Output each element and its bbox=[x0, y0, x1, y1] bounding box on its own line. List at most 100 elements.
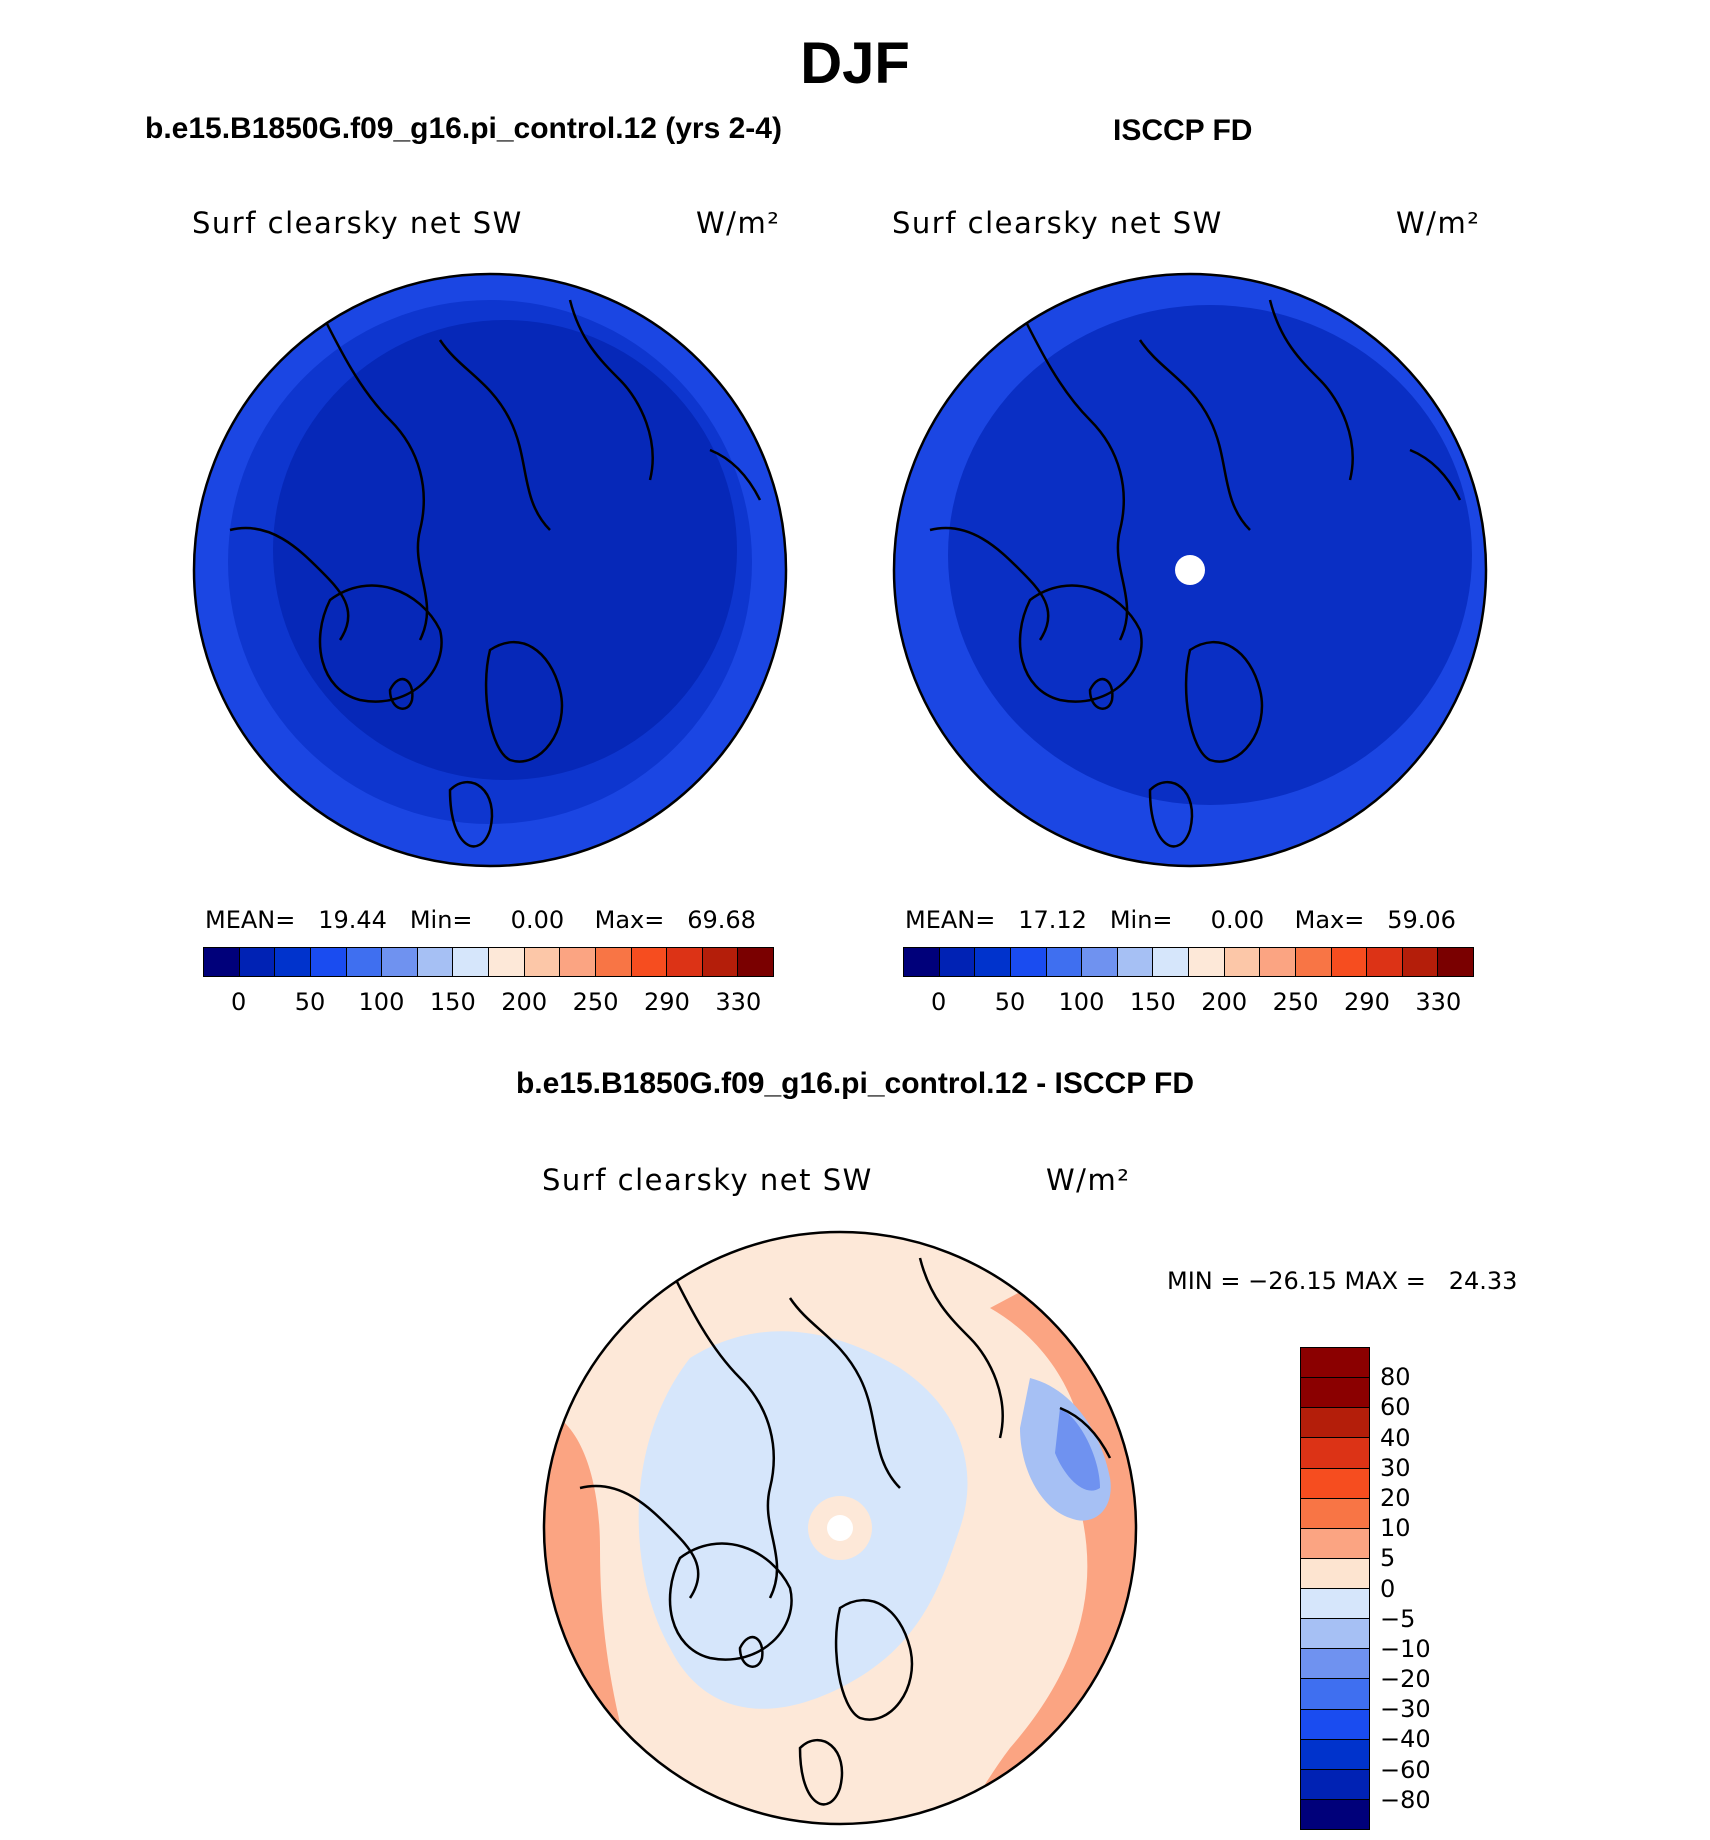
colorbar-swatch bbox=[1260, 948, 1296, 976]
diff-colorbar-labels: 80 60 40 30 20 10 5 0 −5 −10 −20 −30 −40 −60 −80 bbox=[1380, 1347, 1470, 1830]
colorbar-tick-label: −60 bbox=[1380, 1755, 1431, 1784]
colorbar-swatch bbox=[1301, 1589, 1369, 1620]
colorbar-swatch bbox=[1301, 1558, 1369, 1589]
obs-units-label: W/m² bbox=[1396, 206, 1481, 240]
colorbar-swatch bbox=[239, 948, 276, 976]
colorbar-tick-label: −80 bbox=[1380, 1785, 1431, 1814]
colorbar-swatch bbox=[489, 948, 525, 976]
colorbar-tick-label: −40 bbox=[1380, 1725, 1431, 1754]
colorbar-swatch bbox=[1301, 1408, 1369, 1439]
colorbar-swatch bbox=[1402, 948, 1439, 976]
colorbar-tick-label: 0 bbox=[231, 988, 247, 1016]
colorbar-tick-label: 150 bbox=[429, 988, 476, 1016]
obs-polar-map bbox=[892, 272, 1488, 868]
colorbar-swatch bbox=[1301, 1679, 1369, 1710]
colorbar-swatch bbox=[560, 948, 596, 976]
colorbar-swatch bbox=[1367, 948, 1403, 976]
colorbar-swatch bbox=[702, 948, 739, 976]
colorbar-swatch bbox=[1301, 1438, 1369, 1469]
obs-stats: MEAN= 17.12 Min= 0.00 Max= 59.06 bbox=[905, 906, 1456, 934]
colorbar-swatch bbox=[1301, 1739, 1369, 1770]
colorbar-tick-label: −30 bbox=[1380, 1695, 1431, 1724]
colorbar-swatch bbox=[1301, 1468, 1369, 1499]
coastlines bbox=[229, 299, 762, 848]
colorbar-swatch bbox=[1046, 948, 1083, 976]
colorbar-swatch bbox=[1301, 1649, 1369, 1680]
colorbar-tick-label: −20 bbox=[1380, 1665, 1431, 1694]
colorbar-swatch bbox=[975, 948, 1011, 976]
colorbar-tick-label: 20 bbox=[1380, 1483, 1411, 1512]
colorbar-swatch bbox=[524, 948, 561, 976]
colorbar-swatch bbox=[1331, 948, 1368, 976]
colorbar-swatch bbox=[595, 948, 632, 976]
colorbar-swatch bbox=[1189, 948, 1225, 976]
season-title: DJF bbox=[800, 31, 910, 96]
colorbar-tick-label: 10 bbox=[1380, 1514, 1411, 1543]
colorbar-tick-label: 290 bbox=[1344, 988, 1390, 1016]
obs-variable-label: Surf clearsky net SW bbox=[892, 206, 1223, 240]
colorbar-tick-label: 50 bbox=[994, 988, 1026, 1016]
colorbar-tick-label: 250 bbox=[572, 988, 619, 1016]
colorbar-tick-label: 60 bbox=[1380, 1393, 1411, 1422]
obs-colorbar bbox=[903, 947, 1474, 977]
obs-colorbar-labels: 0 50 100 150 200 250 290 330 bbox=[903, 988, 1474, 1018]
colorbar-swatch bbox=[939, 948, 976, 976]
colorbar-tick-label: 50 bbox=[294, 988, 326, 1016]
obs-case-title: ISCCP FD bbox=[1113, 114, 1253, 147]
colorbar-swatch bbox=[204, 948, 240, 976]
colorbar-tick-label: 330 bbox=[1415, 988, 1462, 1016]
colorbar-tick-label: 290 bbox=[644, 988, 690, 1016]
difference-polar-map bbox=[542, 1230, 1138, 1826]
diff-negative-arctic bbox=[638, 1331, 968, 1709]
model-case-title: b.e15.B1850G.f09_g16.pi_control.12 (yrs … bbox=[145, 112, 782, 145]
colorbar-swatch bbox=[1224, 948, 1261, 976]
colorbar-swatch bbox=[1438, 948, 1473, 976]
diff-colorbar bbox=[1300, 1347, 1370, 1830]
colorbar-swatch bbox=[1082, 948, 1118, 976]
coastlines bbox=[929, 299, 1462, 848]
colorbar-tick-label: 100 bbox=[358, 988, 405, 1016]
colorbar-swatch bbox=[346, 948, 383, 976]
model-stats: MEAN= 19.44 Min= 0.00 Max= 69.68 bbox=[205, 906, 756, 934]
model-variable-label: Surf clearsky net SW bbox=[192, 206, 523, 240]
colorbar-tick-label: 330 bbox=[715, 988, 762, 1016]
colorbar-swatch bbox=[1301, 1619, 1369, 1650]
colorbar-tick-label: −10 bbox=[1380, 1634, 1431, 1663]
colorbar-swatch bbox=[1301, 1528, 1369, 1559]
colorbar-tick-label: 40 bbox=[1380, 1423, 1411, 1452]
colorbar-tick-label: 80 bbox=[1380, 1363, 1411, 1392]
diff-stats: MIN = −26.15 MAX = 24.33 bbox=[1167, 1267, 1518, 1295]
colorbar-swatch bbox=[1301, 1709, 1369, 1740]
colorbar-tick-label: 100 bbox=[1058, 988, 1105, 1016]
colorbar-tick-label: 200 bbox=[501, 988, 548, 1016]
model-polar-map bbox=[192, 272, 788, 868]
colorbar-swatch bbox=[1301, 1498, 1369, 1529]
colorbar-swatch bbox=[417, 948, 454, 976]
colorbar-tick-label: 5 bbox=[1380, 1544, 1396, 1573]
diff-negative-region-3 bbox=[1055, 1408, 1100, 1491]
colorbar-swatch bbox=[1301, 1348, 1369, 1379]
colorbar-swatch bbox=[1117, 948, 1154, 976]
colorbar-tick-label: 250 bbox=[1272, 988, 1319, 1016]
model-colorbar bbox=[203, 947, 774, 977]
colorbar-tick-label: −5 bbox=[1380, 1604, 1416, 1633]
colorbar-swatch bbox=[1301, 1769, 1369, 1800]
coastlines bbox=[579, 1257, 1112, 1806]
colorbar-swatch bbox=[453, 948, 489, 976]
colorbar-swatch bbox=[310, 948, 347, 976]
colorbar-swatch bbox=[631, 948, 668, 976]
colorbar-tick-label: 150 bbox=[1129, 988, 1176, 1016]
colorbar-swatch bbox=[275, 948, 311, 976]
missing-data-pole bbox=[1175, 555, 1205, 585]
colorbar-swatch bbox=[1301, 1799, 1369, 1829]
colorbar-tick-label: 0 bbox=[1380, 1574, 1396, 1603]
model-colorbar-labels: 0 50 100 150 200 250 290 330 bbox=[203, 988, 774, 1018]
colorbar-swatch bbox=[667, 948, 703, 976]
colorbar-swatch bbox=[382, 948, 418, 976]
diff-variable-label: Surf clearsky net SW bbox=[542, 1163, 873, 1197]
model-inner-band bbox=[273, 320, 737, 780]
colorbar-swatch bbox=[1301, 1378, 1369, 1409]
colorbar-tick-label: 0 bbox=[931, 988, 947, 1016]
colorbar-tick-label: 200 bbox=[1201, 988, 1248, 1016]
colorbar-swatch bbox=[1295, 948, 1332, 976]
